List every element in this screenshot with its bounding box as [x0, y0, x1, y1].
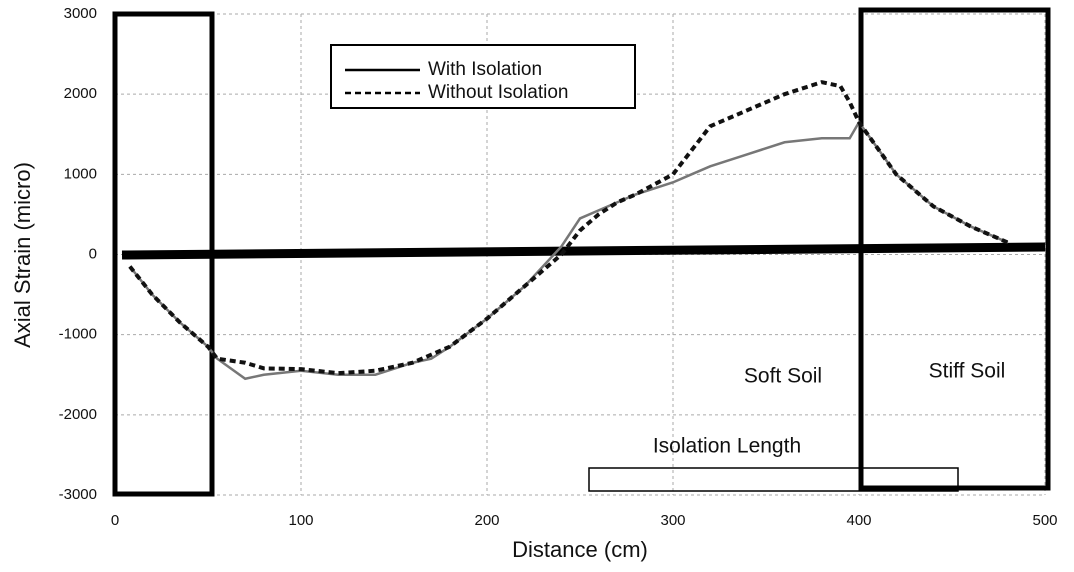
- annotation: Isolation Length: [653, 435, 801, 458]
- x-tick-label: 0: [111, 512, 119, 529]
- isolation-bar: [588, 467, 959, 492]
- y-tick-label: 0: [89, 245, 97, 262]
- legend-box: [330, 44, 636, 109]
- y-tick-label: 1000: [64, 165, 97, 182]
- x-axis-label: Distance (cm): [512, 537, 648, 562]
- lines: [128, 80, 1009, 381]
- y-tick-label: -2000: [59, 406, 97, 423]
- annotation: Stiff Soil: [929, 360, 1006, 383]
- legend-label: With Isolation: [428, 59, 542, 80]
- x-tick-label: 100: [288, 512, 313, 529]
- annotation: Soft Soil: [744, 365, 822, 388]
- series-line: [128, 119, 1009, 381]
- series-line: [128, 80, 1009, 376]
- zero-line: [121, 242, 1046, 260]
- x-tick-label: 200: [474, 512, 499, 529]
- x-tick-label: 500: [1032, 512, 1057, 529]
- x-tick-label: 400: [846, 512, 871, 529]
- legend-label: Without Isolation: [428, 82, 568, 103]
- y-tick-label: 3000: [64, 5, 97, 22]
- x-tick-label: 300: [660, 512, 685, 529]
- y-tick-label: -3000: [59, 486, 97, 503]
- y-axis-label: Axial Strain (micro): [10, 162, 35, 348]
- y-tick-label: 2000: [64, 85, 97, 102]
- y-tick-label: -1000: [59, 326, 97, 343]
